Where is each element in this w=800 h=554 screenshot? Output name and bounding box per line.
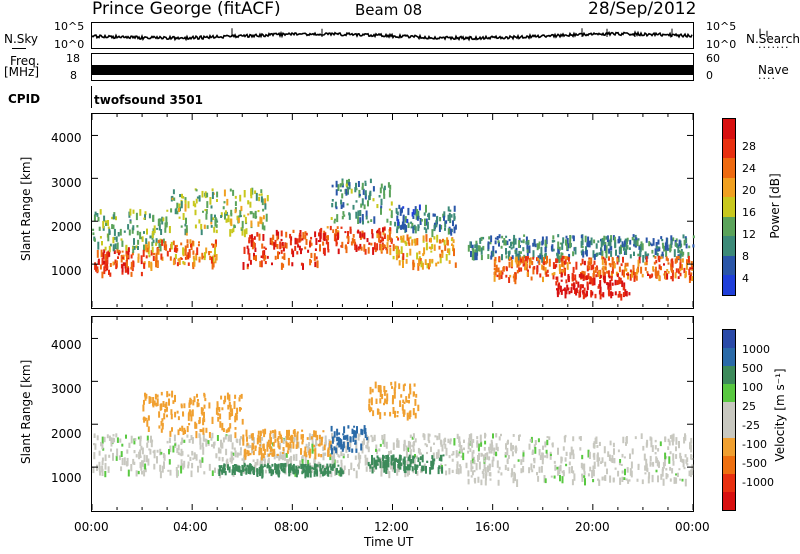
- nave-tick-low: 0: [706, 69, 713, 82]
- power-cbar-swatch: [723, 216, 735, 237]
- vel-cbar-tick-500: 500: [742, 362, 763, 375]
- xtick-1200: 12:00: [374, 520, 409, 534]
- power-cbar-tick-28: 28: [742, 140, 756, 153]
- power-ytick-3000: 3000: [51, 176, 82, 190]
- vel-cbar-swatch: [723, 456, 735, 474]
- xlabel: Time UT: [364, 535, 414, 549]
- vel-cbar-tick-25: 25: [742, 400, 756, 413]
- station-title: Prince George (fitACF): [92, 0, 281, 19]
- beam-title: Beam 08: [355, 1, 423, 19]
- freq-label-2: [MHz]: [4, 65, 40, 79]
- freq-tick-low: 8: [70, 69, 77, 82]
- noise-tick-high-left: 10^5: [54, 20, 85, 33]
- power-cbar-swatch: [723, 177, 735, 198]
- velocity-ytick-3000: 3000: [51, 382, 82, 396]
- vel-cbar-swatch: [723, 438, 735, 456]
- vel-cbar-swatch: [723, 492, 735, 510]
- vel-cbar-tick-neg500: -500: [742, 457, 767, 470]
- xtick-0400: 04:00: [173, 520, 208, 534]
- cpid-label: CPID: [8, 92, 41, 106]
- nave-label: Nave: [758, 63, 789, 77]
- xtick-1600: 16:00: [475, 520, 510, 534]
- vel-cbar-tick-100: 100: [742, 381, 763, 394]
- power-ytick-1000: 1000: [51, 264, 82, 278]
- nsky-legend-line: [12, 48, 26, 49]
- velocity-ytick-4000: 4000: [51, 338, 82, 352]
- vel-cbar-tick-1000: 1000: [742, 343, 770, 356]
- power-cbar-tick-4: 4: [742, 272, 749, 285]
- velocity-panel: [91, 316, 694, 512]
- nave-tick-high: 60: [706, 52, 720, 65]
- vel-cbar-swatch: [723, 366, 735, 384]
- power-cbar-tick-8: 8: [742, 250, 749, 263]
- vel-cbar-swatch: [723, 420, 735, 438]
- power-cbar-swatch: [723, 119, 735, 139]
- xtick-0000: 00:00: [74, 520, 109, 534]
- nsearch-label: N.Search: [746, 32, 800, 46]
- freq-label-1: Freq.: [10, 54, 40, 68]
- power-ytick-2000: 2000: [51, 220, 82, 234]
- velocity-ylabel: Slant Range [km]: [19, 359, 33, 464]
- power-cbar-swatch: [723, 197, 735, 217]
- power-cbar-tick-24: 24: [742, 162, 756, 175]
- noise-tick-high-right: 10^5: [706, 20, 737, 33]
- velocity-colorbar: [722, 329, 736, 511]
- power-cbar-tick-16: 16: [742, 206, 756, 219]
- vel-cbar-swatch: [723, 402, 735, 420]
- cpid-value: twofsound 3501: [94, 93, 203, 107]
- vel-cbar-tick-neg25: -25: [742, 419, 760, 432]
- power-ytick-4000: 4000: [51, 131, 82, 145]
- nsearch-legend-dots: ·······: [758, 41, 790, 54]
- velocity-ytick-2000: 2000: [51, 427, 82, 441]
- vel-cbar-tick-neg1000: -1000: [742, 476, 774, 489]
- vel-cbar-tick-neg100: -100: [742, 438, 767, 451]
- vel-cbar-swatch: [723, 348, 735, 366]
- freq-band: [92, 65, 693, 75]
- date-title: 28/Sep/2012: [588, 0, 697, 19]
- power-ylabel: Slant Range [km]: [19, 156, 33, 261]
- power-cbar-tick-20: 20: [742, 184, 756, 197]
- power-cbar-tick-12: 12: [742, 228, 756, 241]
- nave-legend-dots: ····: [758, 72, 776, 85]
- velocity-cbar-label: Velocity [m s⁻¹]: [773, 368, 787, 462]
- noise-tick-low-left: 10^0: [54, 38, 85, 51]
- power-panel: [91, 113, 694, 309]
- power-cbar-swatch: [723, 158, 735, 178]
- freq-tick-high: 18: [66, 52, 80, 65]
- power-cbar-swatch: [723, 236, 735, 256]
- power-cbar-swatch: [723, 275, 735, 295]
- power-colorbar: [722, 118, 736, 296]
- xtick-2400: 00:00: [675, 520, 710, 534]
- power-cbar-swatch: [723, 255, 735, 276]
- power-cbar-swatch: [723, 138, 735, 159]
- vel-cbar-swatch: [723, 474, 735, 492]
- noise-panel: [91, 22, 694, 49]
- nsky-label: N.Sky: [4, 32, 39, 46]
- xtick-2000: 20:00: [575, 520, 610, 534]
- vel-cbar-swatch: [723, 384, 735, 402]
- velocity-ytick-1000: 1000: [51, 471, 82, 485]
- xtick-0800: 08:00: [274, 520, 309, 534]
- power-cbar-label: Power [dB]: [768, 173, 782, 239]
- vel-cbar-swatch: [723, 330, 735, 348]
- cpid-marker: [91, 86, 92, 108]
- noise-tick-low-right: 10^0: [706, 38, 737, 51]
